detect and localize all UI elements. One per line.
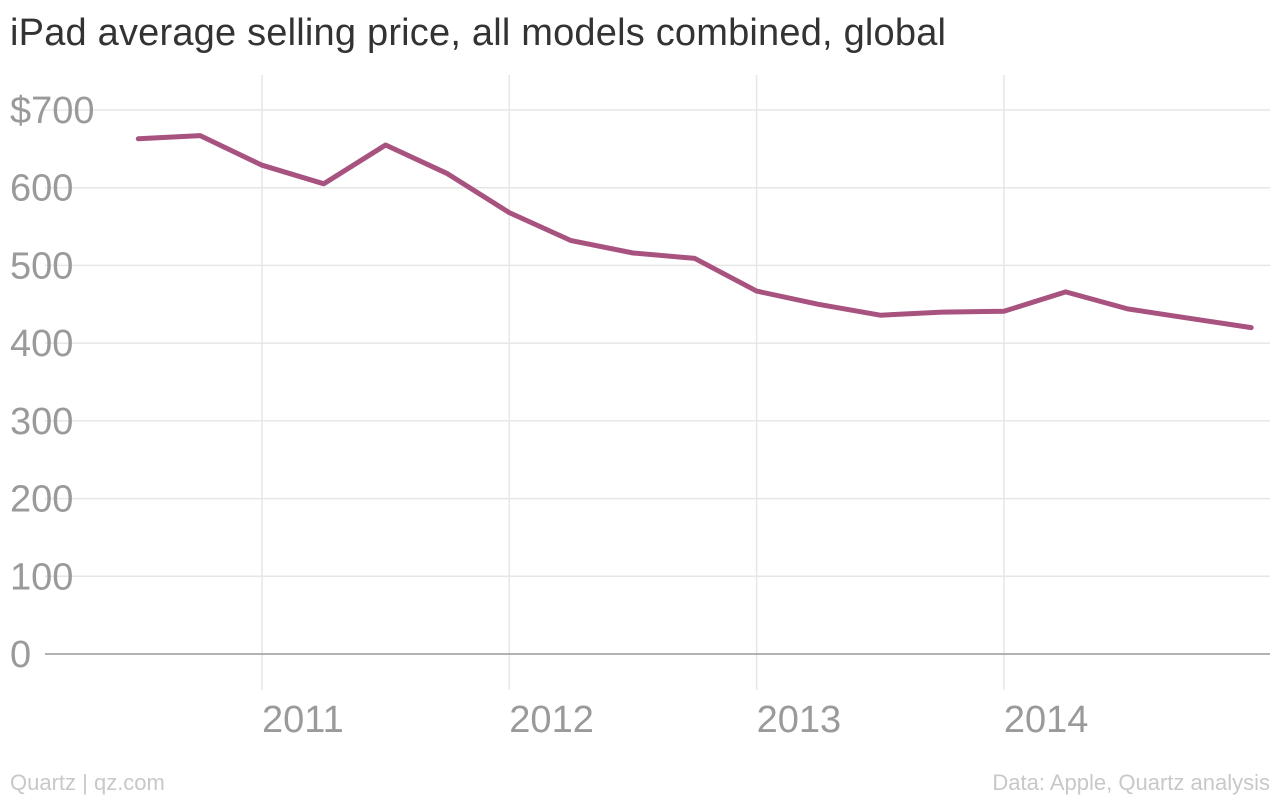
- vertical-gridlines: [261, 75, 1005, 690]
- y-tick-label-700: $700: [10, 90, 95, 132]
- y-tick-label-600: 600: [10, 168, 73, 210]
- y-tick-label-100: 100: [10, 556, 73, 598]
- series-group: [135, 133, 1254, 331]
- series-line-0: [135, 133, 1254, 331]
- x-tick-label-2013: 2013: [757, 699, 842, 741]
- x-tick-label-2011: 2011: [262, 699, 344, 741]
- chart-title: iPad average selling price, all models c…: [10, 12, 947, 54]
- horizontal-gridlines: [45, 109, 1270, 578]
- x-tick-label-2012: 2012: [509, 699, 594, 741]
- y-tick-label-300: 300: [10, 401, 73, 443]
- y-tick-label-200: 200: [10, 479, 73, 521]
- y-tick-label-500: 500: [10, 245, 73, 287]
- footer-credit: Quartz | qz.com: [10, 770, 165, 795]
- footer-source: Data: Apple, Quartz analysis: [992, 770, 1270, 795]
- y-axis-tick-labels: 0 100 200 300 400 500 600 $700: [10, 90, 95, 676]
- x-axis-tick-labels: 2011 2012 2013 2014: [262, 699, 1088, 741]
- x-tick-label-2014: 2014: [1004, 699, 1089, 741]
- y-tick-label-400: 400: [10, 323, 73, 365]
- y-tick-label-0: 0: [10, 634, 31, 676]
